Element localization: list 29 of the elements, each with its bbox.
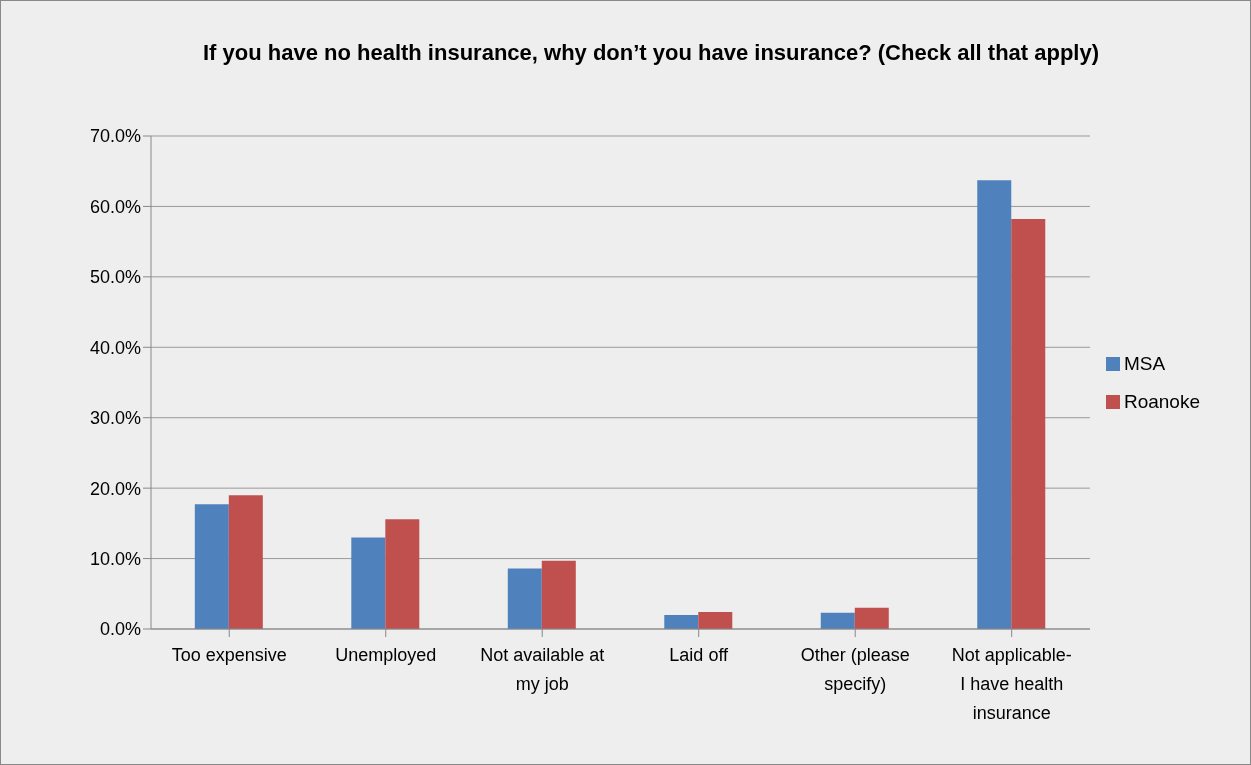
bar xyxy=(664,614,699,629)
chart-title: If you have no health insurance, why don’t you have insurance? (Check all that apply) xyxy=(201,39,1101,67)
x-tick-label: Too expensive xyxy=(171,645,287,665)
legend-label: MSA xyxy=(1123,352,1166,374)
y-tick-label: 20.0% xyxy=(89,478,141,499)
bar xyxy=(507,568,542,629)
bar xyxy=(820,612,855,629)
y-tick-label: 0.0% xyxy=(99,619,141,640)
y-tick-label: 50.0% xyxy=(89,267,141,288)
x-tick-label: Laid off xyxy=(669,645,730,665)
x-tick-label: Not applicable- I have health insurance xyxy=(951,645,1072,723)
y-tick-label: 70.0% xyxy=(89,126,141,147)
bar xyxy=(351,537,386,629)
bar xyxy=(385,519,420,629)
x-tick-label: Unemployed xyxy=(335,645,437,665)
y-tick-label: 40.0% xyxy=(89,337,141,358)
legend-label: Roanoke xyxy=(1123,390,1200,412)
bar xyxy=(541,560,576,629)
bar xyxy=(228,495,263,629)
y-tick-label: 30.0% xyxy=(89,408,141,429)
y-tick-label: 60.0% xyxy=(89,196,141,217)
bar xyxy=(1011,219,1046,629)
bar xyxy=(854,607,889,629)
y-tick-label: 10.0% xyxy=(89,548,141,569)
bar xyxy=(698,612,733,629)
x-tick-label: Other (please specify) xyxy=(800,645,910,694)
x-tick-label: Not available at my job xyxy=(480,645,605,694)
bar xyxy=(194,504,229,629)
bar xyxy=(977,180,1012,629)
